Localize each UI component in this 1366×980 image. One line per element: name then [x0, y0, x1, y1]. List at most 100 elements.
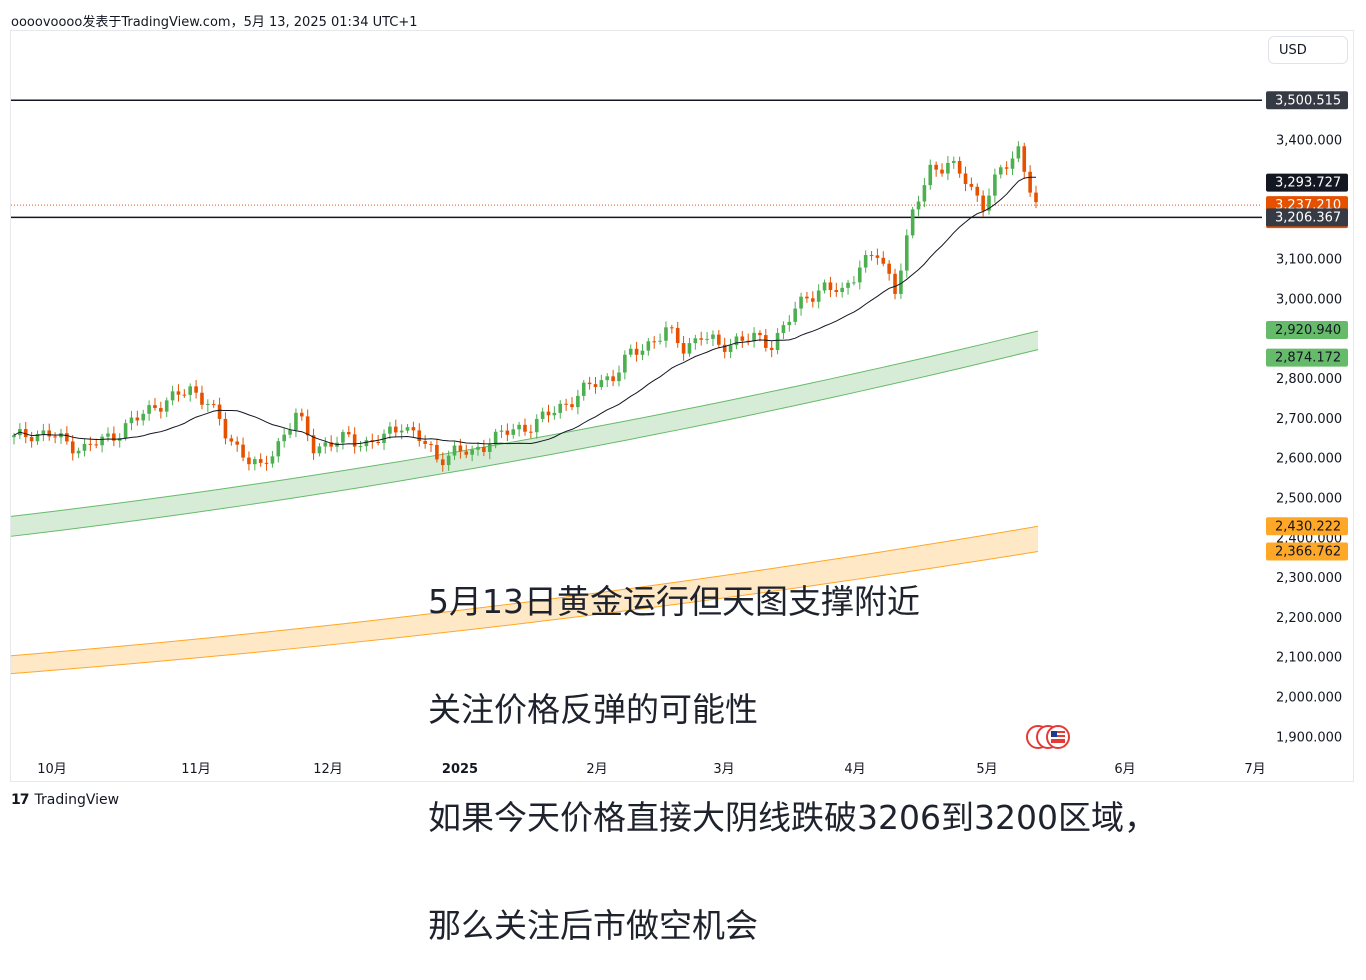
candle-body[interactable] — [681, 343, 686, 354]
candle-body[interactable] — [840, 287, 844, 293]
candle-body[interactable] — [529, 431, 533, 433]
candle-body[interactable] — [664, 327, 668, 341]
candle-body[interactable] — [752, 332, 756, 342]
candle-body[interactable] — [1010, 158, 1015, 169]
candle-body[interactable] — [65, 433, 69, 442]
candle-body[interactable] — [341, 432, 345, 443]
candle-body[interactable] — [458, 445, 463, 452]
candle-body[interactable] — [822, 282, 827, 291]
candle-body[interactable] — [70, 441, 75, 454]
event-flags-icon[interactable] — [1024, 724, 1074, 750]
candle-body[interactable] — [170, 391, 175, 401]
candle-body[interactable] — [658, 340, 662, 342]
candle-body[interactable] — [135, 417, 140, 421]
candle-body[interactable] — [235, 441, 239, 445]
candle-body[interactable] — [811, 298, 815, 302]
candle-body[interactable] — [129, 417, 134, 424]
candle-body[interactable] — [846, 282, 850, 288]
candle-body[interactable] — [887, 263, 891, 274]
candle-body[interactable] — [446, 455, 451, 466]
candle-body[interactable] — [869, 255, 874, 257]
candle-body[interactable] — [288, 430, 292, 435]
candle-body[interactable] — [740, 336, 745, 341]
candle-body[interactable] — [816, 290, 821, 302]
candle-body[interactable] — [634, 348, 639, 355]
candle-body[interactable] — [893, 273, 897, 294]
candle-body[interactable] — [153, 405, 157, 409]
candle-body[interactable] — [969, 183, 974, 187]
candle-body[interactable] — [940, 169, 944, 174]
candle-body[interactable] — [928, 164, 933, 186]
candle-body[interactable] — [963, 173, 968, 184]
candle-body[interactable] — [493, 431, 498, 445]
candle-body[interactable] — [482, 446, 486, 452]
candle-body[interactable] — [476, 446, 480, 450]
candle-body[interactable] — [223, 418, 228, 439]
candle-body[interactable] — [1028, 171, 1032, 193]
candle-body[interactable] — [376, 441, 380, 444]
candle-body[interactable] — [311, 435, 316, 454]
candle-body[interactable] — [323, 442, 328, 447]
candle-body[interactable] — [998, 167, 1003, 175]
candle-body[interactable] — [329, 442, 333, 447]
candle-body[interactable] — [317, 446, 322, 454]
candle-body[interactable] — [993, 174, 997, 196]
candle-body[interactable] — [805, 296, 809, 299]
candle-body[interactable] — [863, 255, 868, 268]
candle-body[interactable] — [834, 290, 839, 293]
candle-body[interactable] — [687, 343, 692, 354]
candle-body[interactable] — [722, 344, 727, 352]
candle-body[interactable] — [540, 411, 545, 419]
candle-body[interactable] — [470, 449, 474, 455]
candle-body[interactable] — [435, 444, 439, 460]
candle-body[interactable] — [623, 354, 627, 373]
candle-body[interactable] — [47, 430, 52, 437]
candle-body[interactable] — [253, 459, 257, 465]
candle-body[interactable] — [617, 372, 621, 382]
candle-body[interactable] — [399, 430, 404, 433]
candle-body[interactable] — [758, 332, 762, 336]
candle-body[interactable] — [946, 162, 950, 174]
candle-body[interactable] — [364, 440, 369, 447]
candle-body[interactable] — [393, 426, 398, 433]
candle-body[interactable] — [511, 429, 516, 435]
candle-body[interactable] — [270, 456, 275, 464]
candle-body[interactable] — [951, 160, 956, 163]
candle-body[interactable] — [1016, 146, 1021, 159]
candle-body[interactable] — [159, 408, 163, 412]
candle-body[interactable] — [934, 164, 938, 170]
candle-body[interactable] — [123, 423, 128, 439]
candle-body[interactable] — [611, 376, 615, 382]
candle-body[interactable] — [247, 457, 251, 465]
candle-body[interactable] — [552, 412, 557, 416]
candle-body[interactable] — [746, 340, 750, 342]
candle-body[interactable] — [300, 412, 304, 417]
candle-body[interactable] — [264, 462, 269, 464]
candle-body[interactable] — [405, 427, 410, 431]
candle-body[interactable] — [564, 403, 568, 405]
candle-body[interactable] — [593, 384, 598, 388]
candle-body[interactable] — [717, 334, 721, 345]
candle-body[interactable] — [164, 400, 169, 412]
candle-body[interactable] — [346, 432, 351, 435]
candle-body[interactable] — [693, 338, 698, 344]
candle-body[interactable] — [464, 451, 469, 455]
candle-body[interactable] — [922, 185, 927, 202]
candle-body[interactable] — [517, 424, 521, 430]
candle-body[interactable] — [182, 394, 187, 396]
candle-body[interactable] — [787, 321, 792, 326]
candle-body[interactable] — [94, 444, 99, 446]
candle-body[interactable] — [411, 427, 416, 431]
candle-body[interactable] — [217, 404, 222, 419]
candle-body[interactable] — [775, 332, 780, 351]
candle-body[interactable] — [499, 430, 504, 432]
candle-body[interactable] — [211, 403, 216, 405]
candle-body[interactable] — [112, 433, 116, 441]
candle-body[interactable] — [176, 391, 181, 395]
candle-body[interactable] — [35, 433, 40, 442]
candle-body[interactable] — [440, 459, 445, 466]
candle-body[interactable] — [852, 282, 856, 284]
candle-body[interactable] — [12, 435, 16, 438]
candle-body[interactable] — [957, 160, 962, 174]
candle-body[interactable] — [147, 405, 151, 414]
